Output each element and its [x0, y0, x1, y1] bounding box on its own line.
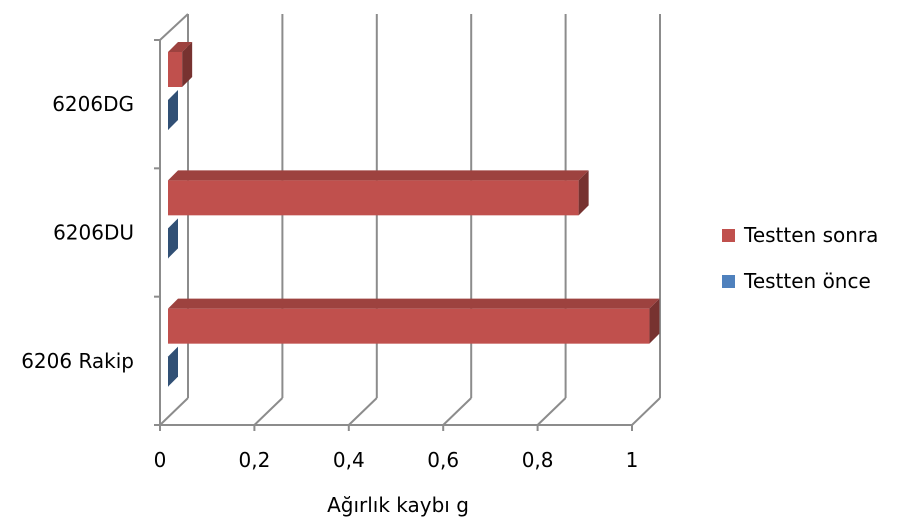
bar-top-face	[168, 298, 660, 309]
floor-gridline	[348, 397, 378, 426]
bar-testten-sonra	[168, 308, 650, 344]
x-tick-label: 0,6	[427, 448, 459, 472]
category-label: 6206DU	[53, 221, 134, 245]
x-tick-label: 0	[154, 448, 167, 472]
bar-top-face	[168, 170, 589, 181]
category-label: 6206DG	[52, 92, 134, 116]
gridlines	[159, 13, 661, 426]
x-tick-label: 0,4	[333, 448, 365, 472]
bar-side-face	[578, 170, 589, 216]
bar-testten-sonra	[168, 180, 579, 216]
bar-side-face	[182, 42, 193, 87]
floor-gridline	[631, 397, 661, 426]
bar-side-face	[168, 90, 178, 130]
floor-gridline	[536, 397, 567, 426]
bar-testten-sonra	[168, 52, 183, 87]
floor-gridline	[159, 397, 189, 426]
category-labels: 6206DG 6206DU 6206 Rakip	[21, 92, 134, 373]
floor-gridline	[253, 397, 284, 426]
legend-label: Testten sonra	[743, 223, 878, 247]
legend: Testten sonra Testten önce	[722, 223, 878, 293]
side-wall-top	[159, 13, 189, 41]
x-axis-title: Ağırlık kaybı g	[327, 493, 469, 517]
axes	[154, 39, 633, 431]
bar-top-face	[168, 42, 193, 52]
bar-side-face	[168, 218, 178, 259]
floor-gridline	[442, 397, 472, 426]
x-tick-label: 0,8	[522, 448, 554, 472]
legend-swatch	[722, 275, 735, 288]
tick-labels: 0 0,2 0,4 0,6 0,8 1	[154, 448, 639, 472]
bar-side-face	[649, 298, 660, 344]
x-tick-label: 1	[626, 448, 639, 472]
category-label: 6206 Rakip	[21, 349, 134, 373]
x-tick-label: 0,2	[238, 448, 270, 472]
bar-side-face	[168, 346, 178, 387]
legend-swatch	[722, 229, 735, 242]
bars	[168, 42, 660, 387]
legend-label: Testten önce	[743, 269, 871, 293]
